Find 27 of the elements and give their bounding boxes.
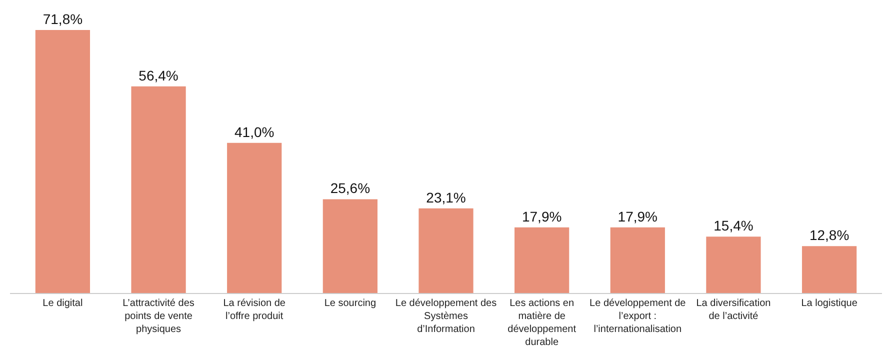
- bar: [322, 199, 378, 293]
- data-label: 56,4%: [138, 67, 178, 84]
- x-tick-label: La logistique: [801, 298, 858, 309]
- bar: [131, 86, 186, 293]
- data-label: 41,0%: [234, 124, 274, 140]
- x-tick-label: La révision de l’offre produit: [223, 298, 286, 322]
- x-tick-label: Les actions en matière de développement durable: [508, 298, 576, 348]
- bar: [35, 30, 90, 293]
- x-tick-label: La diversification de l’activité: [696, 298, 771, 322]
- bar: [610, 227, 665, 293]
- data-label: 12,8%: [809, 227, 850, 244]
- bar: [227, 142, 282, 293]
- bar: [802, 246, 857, 293]
- x-tick-label: Le développement des Systèmes d’Information: [395, 298, 497, 335]
- x-tick-label: Le développement de l’export : l’internationalisation: [590, 298, 686, 335]
- data-label: 17,9%: [522, 208, 562, 224]
- bar: [706, 236, 761, 293]
- bar: [418, 208, 474, 293]
- data-label: 71,8%: [42, 11, 83, 27]
- x-tick-label: Le digital: [42, 298, 83, 309]
- data-label: 17,9%: [618, 208, 658, 224]
- x-tick-label: Le sourcing: [324, 298, 376, 309]
- bar: [514, 227, 570, 293]
- data-label: 25,6%: [330, 180, 370, 196]
- x-tick-label: L’attractivité des points de vente physiques: [122, 298, 194, 335]
- data-label: 15,4%: [714, 218, 754, 234]
- data-label: 23,1%: [426, 189, 466, 206]
